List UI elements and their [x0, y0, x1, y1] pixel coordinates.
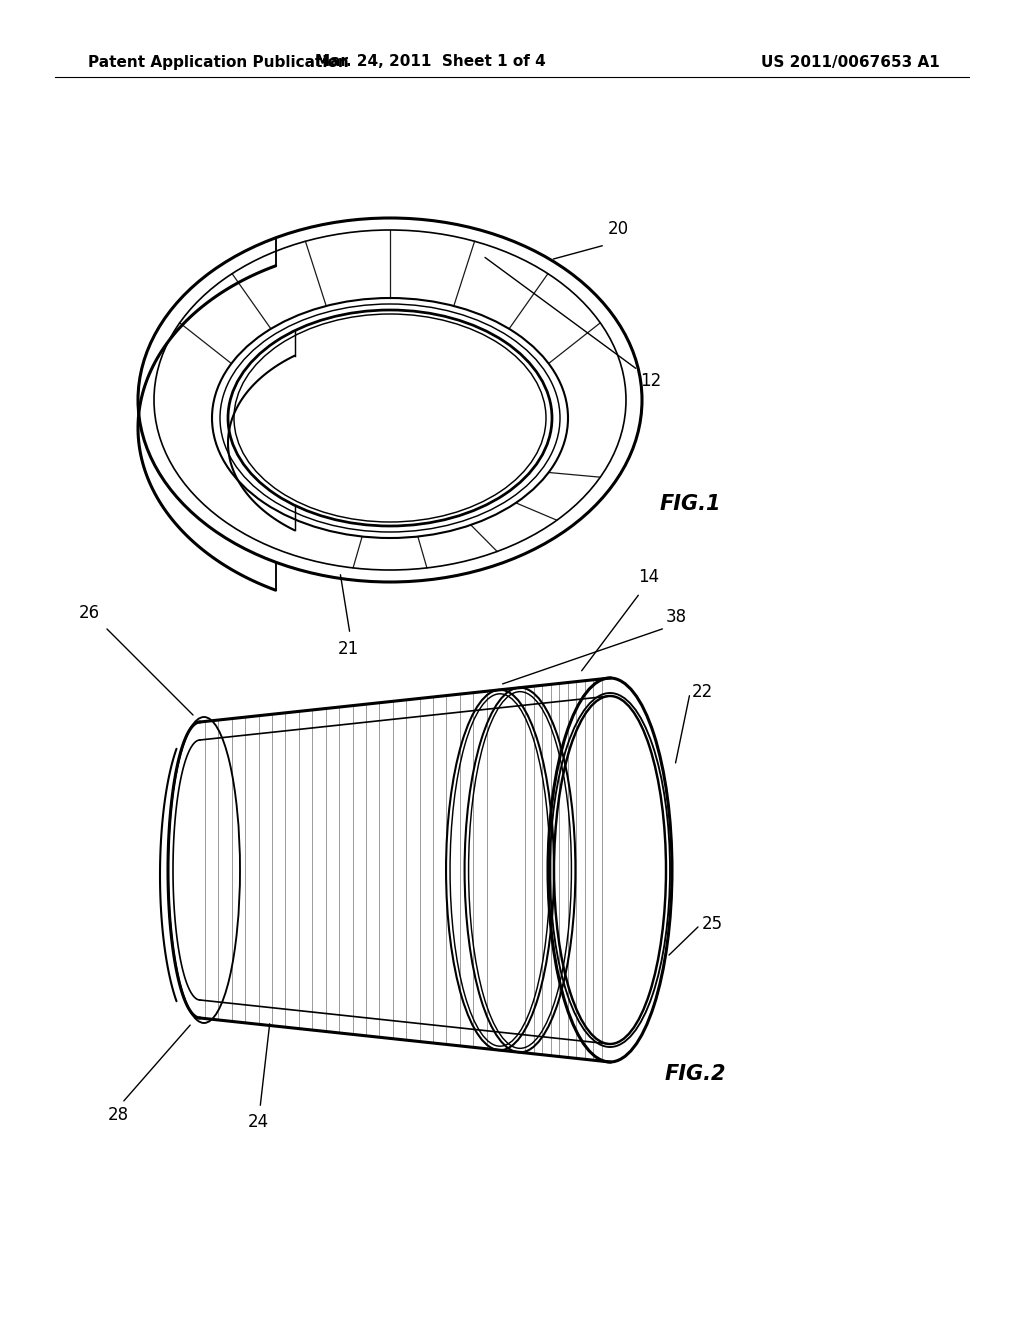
Text: 14: 14 [638, 568, 659, 586]
Text: 20: 20 [608, 220, 629, 238]
Text: 28: 28 [108, 1106, 129, 1125]
Text: 22: 22 [692, 682, 714, 701]
Text: 24: 24 [248, 1113, 268, 1131]
Text: 12: 12 [640, 372, 662, 389]
Text: FIG.2: FIG.2 [665, 1064, 726, 1084]
Text: 38: 38 [666, 609, 687, 626]
Text: Mar. 24, 2011  Sheet 1 of 4: Mar. 24, 2011 Sheet 1 of 4 [314, 54, 546, 70]
Text: 21: 21 [337, 640, 358, 657]
Text: 26: 26 [79, 605, 100, 622]
Text: US 2011/0067653 A1: US 2011/0067653 A1 [761, 54, 940, 70]
Text: 25: 25 [702, 915, 723, 933]
Text: FIG.1: FIG.1 [660, 494, 722, 513]
Text: Patent Application Publication: Patent Application Publication [88, 54, 349, 70]
